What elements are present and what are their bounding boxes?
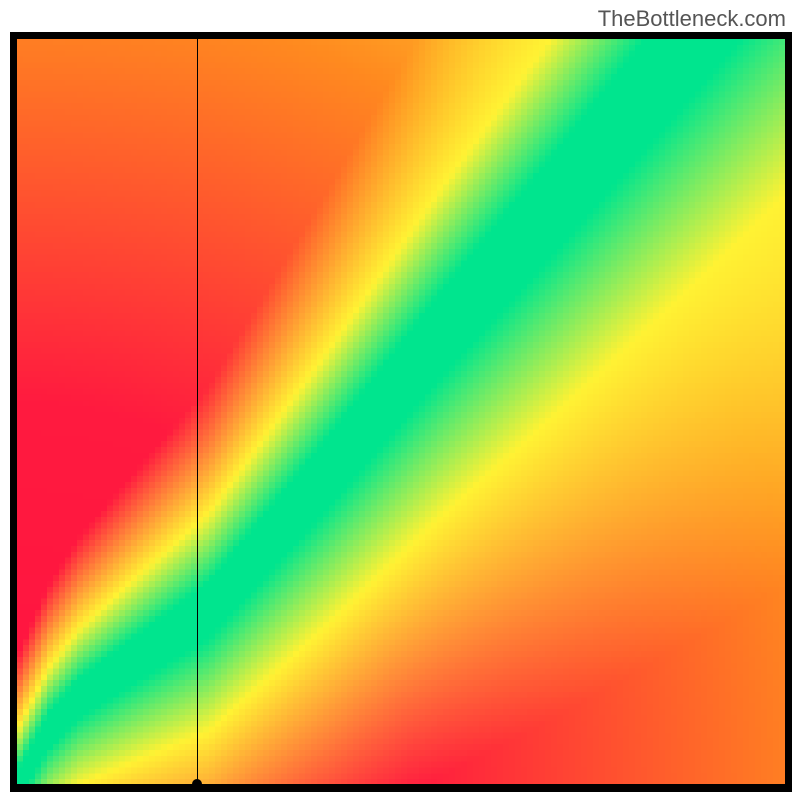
watermark-text: TheBottleneck.com bbox=[598, 6, 786, 32]
marker-dot bbox=[192, 779, 202, 789]
crosshair-horizontal bbox=[17, 784, 785, 785]
chart-frame bbox=[10, 32, 792, 792]
crosshair-vertical bbox=[197, 39, 198, 785]
bottleneck-heatmap bbox=[17, 39, 785, 785]
chart-container: TheBottleneck.com bbox=[0, 0, 800, 800]
